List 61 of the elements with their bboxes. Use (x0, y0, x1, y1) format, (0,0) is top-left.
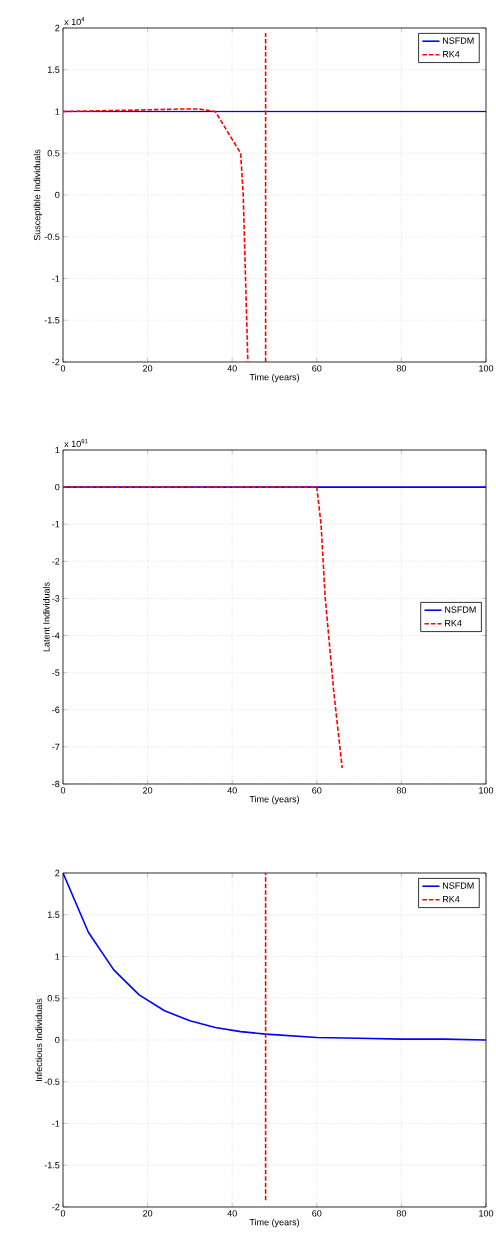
legend-label: NSFDM (445, 606, 476, 613)
y-tick-label: 0 (55, 1036, 60, 1044)
y-tick-label: 1 (55, 953, 60, 960)
y-tick-label: 0.5 (47, 150, 60, 157)
x-tick-label: 100 (479, 365, 494, 372)
y-tick-label: 2 (55, 869, 60, 877)
legend-label: RK4 (443, 51, 460, 58)
y-tick-label: 1.5 (47, 66, 60, 73)
y-tick-label: -1 (52, 275, 60, 282)
y-tick-label: 1 (55, 108, 60, 115)
x-tick-label: 40 (227, 365, 237, 372)
y-tick-label: 0.5 (47, 995, 60, 1002)
x-tick-label: 60 (312, 1210, 322, 1217)
y-tick-label: -0.5 (44, 1078, 60, 1085)
x-axis-title: Time (years) (249, 1218, 300, 1228)
x-tick-label: 80 (396, 787, 407, 794)
legend-label: RK4 (443, 896, 460, 903)
y-tick-label: -0.5 (44, 233, 60, 240)
y-tick-label: 1 (55, 446, 60, 454)
x-tick-label: 40 (227, 1210, 237, 1217)
x-tick-label: 100 (479, 1210, 494, 1217)
y-tick-label: -1.5 (44, 1162, 60, 1169)
x-axis-title: Time (years) (249, 373, 300, 383)
x-tick-label: 100 (479, 787, 494, 794)
y-tick-label: -2 (52, 358, 60, 366)
legend-label: RK4 (445, 620, 462, 627)
x-tick-label: 40 (227, 787, 237, 794)
y-tick-label: -1.5 (44, 317, 60, 324)
line-series (63, 486, 343, 769)
y-tick-label: -7 (52, 743, 60, 750)
x-tick-label: 80 (396, 1210, 407, 1217)
x-tick-label: 20 (143, 1210, 153, 1217)
y-tick-label: -2 (52, 558, 60, 565)
x-tick-label: 0 (60, 1210, 66, 1217)
x-tick-label: 0 (60, 787, 66, 794)
x-tick-label: 0 (60, 365, 66, 372)
y-axis-title: Infectious Individuals (35, 998, 43, 1081)
y-tick-label: -3 (52, 595, 60, 602)
text: x 10$^{91}$ (64, 439, 88, 448)
y-tick-label: -8 (52, 780, 60, 788)
legend-label: NSFDM (443, 882, 474, 889)
y-tick-label: -5 (52, 669, 60, 676)
y-tick-label: 2 (55, 24, 60, 32)
y-tick-label: 0 (55, 483, 60, 491)
y-axis-title: Latent Individuals (42, 582, 50, 652)
x-tick-label: 80 (396, 365, 407, 372)
y-tick-label: -4 (52, 632, 60, 639)
x-axis-title: Time (years) (249, 795, 300, 805)
x-tick-label: 60 (312, 787, 322, 794)
x-tick-label: 20 (143, 365, 153, 372)
y-tick-label: -2 (52, 1203, 60, 1211)
text: x 10$^{4}$ (64, 17, 85, 26)
y-axis-title: Susceptible Individuals (33, 149, 43, 241)
y-tick-label: -1 (52, 521, 60, 528)
y-tick-label: 0 (55, 191, 60, 199)
x-tick-label: 60 (312, 365, 322, 372)
x-tick-label: 20 (143, 787, 153, 794)
y-tick-label: -6 (52, 706, 60, 713)
legend-label: NSFDM (443, 37, 474, 44)
y-tick-label: -1 (52, 1120, 60, 1127)
y-tick-label: 1.5 (47, 911, 60, 918)
